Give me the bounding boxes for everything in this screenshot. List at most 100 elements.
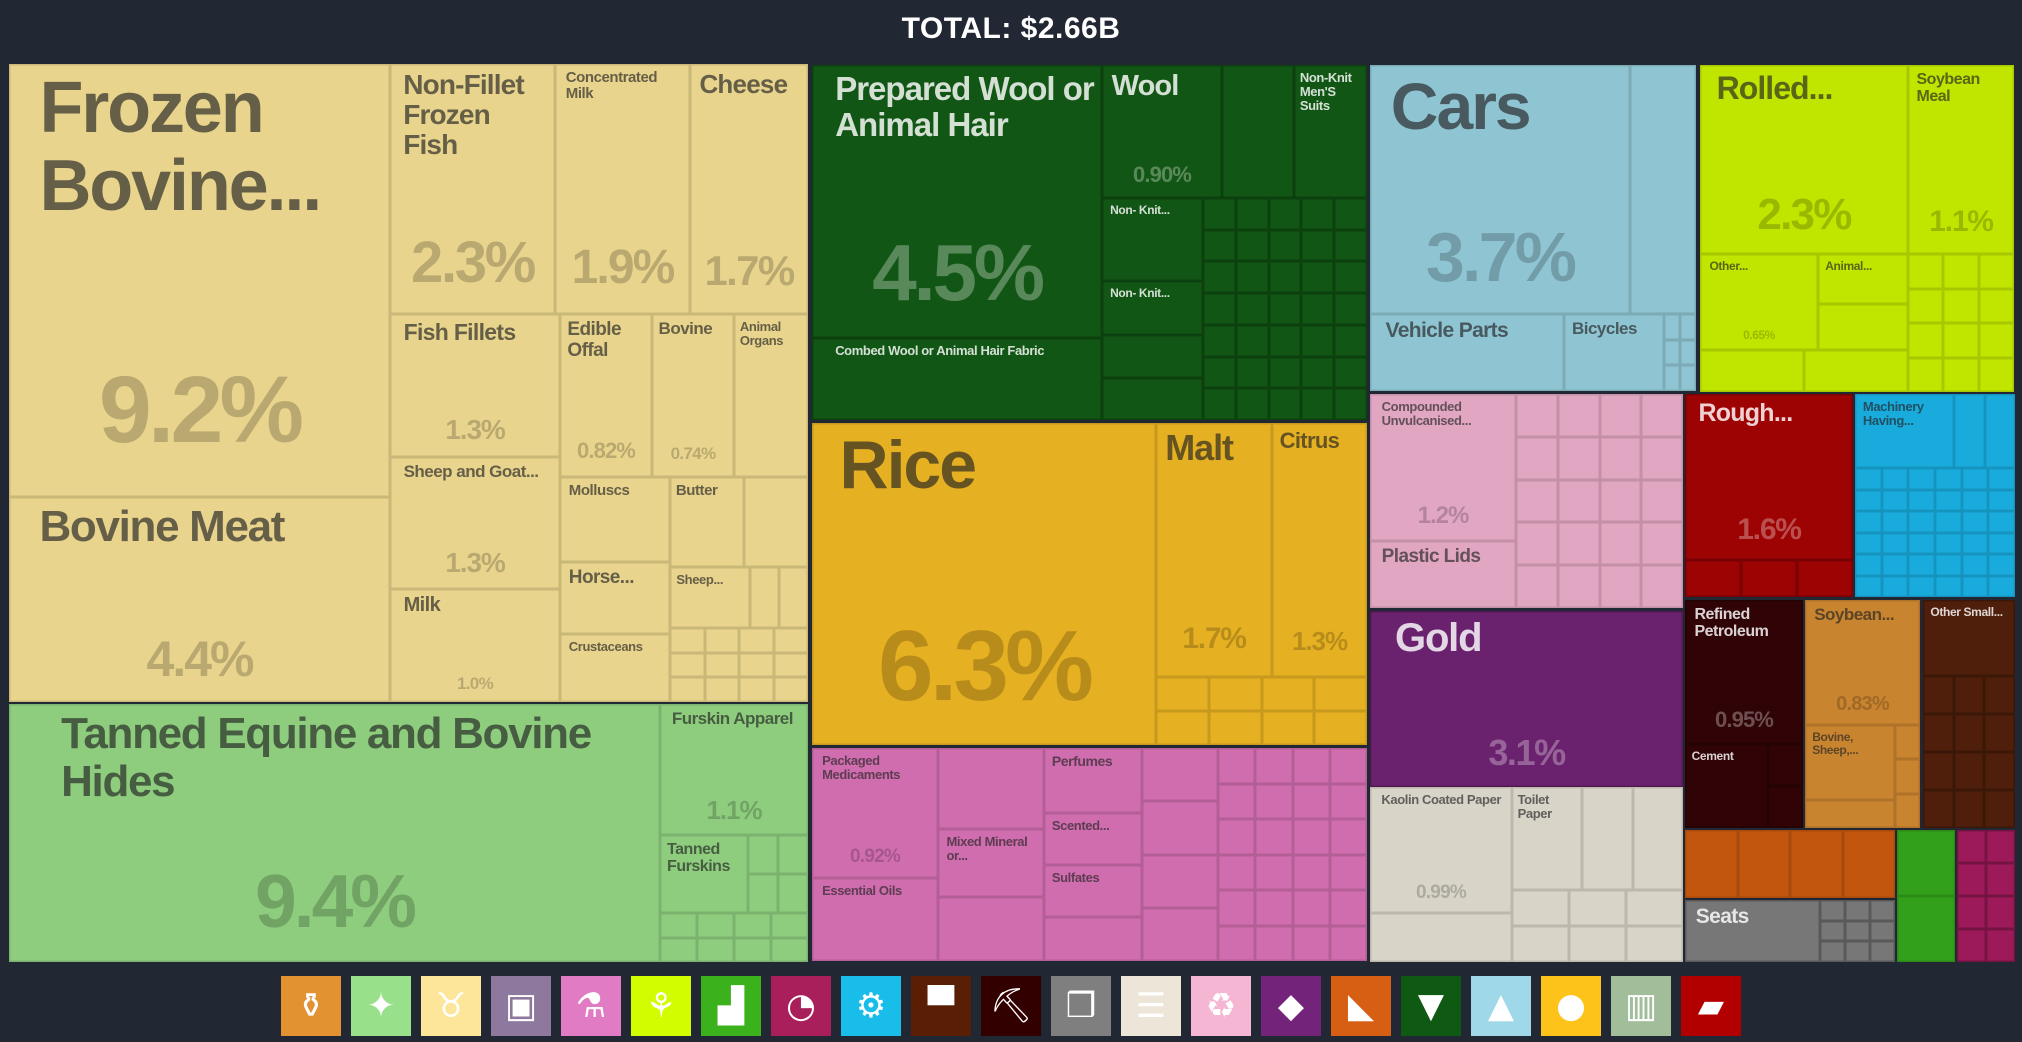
treemap-cell-unlabeled[interactable] <box>1818 304 1908 350</box>
flask-icon[interactable]: ⚗ <box>561 976 621 1036</box>
treemap-cell-unlabeled[interactable] <box>778 835 808 874</box>
treemap-cell[interactable]: Furskin Apparel 1.1% <box>660 704 808 835</box>
treemap-cell[interactable]: Horse... <box>560 562 670 634</box>
treemap-cell-unlabeled[interactable] <box>1957 896 1986 929</box>
diamond-icon[interactable]: ◆ <box>1261 976 1321 1036</box>
treemap-cell-unlabeled[interactable] <box>1988 532 2015 554</box>
treemap-cell-unlabeled[interactable] <box>1935 489 1962 511</box>
treemap-cell-unlabeled[interactable] <box>1329 854 1367 890</box>
treemap-cell-unlabeled[interactable] <box>739 628 774 653</box>
treemap-cell[interactable]: Prepared Wool or Animal Hair 4.5% <box>812 65 1102 338</box>
treemap-cell-unlabeled[interactable] <box>1329 819 1367 855</box>
treemap-cell-unlabeled[interactable] <box>750 567 779 628</box>
treemap-cell-unlabeled[interactable] <box>1334 261 1367 294</box>
tomato-icon[interactable]: ● <box>1541 976 1601 1036</box>
treemap-cell[interactable]: Seats <box>1685 900 1820 962</box>
treemap-cell-unlabeled[interactable] <box>1790 830 1843 898</box>
gauge-icon[interactable]: ◔ <box>771 976 831 1036</box>
treemap-cell-unlabeled[interactable] <box>1988 468 2015 490</box>
treemap-cell-unlabeled[interactable] <box>697 913 734 938</box>
treemap-cell-unlabeled[interactable] <box>1870 941 1895 962</box>
treemap-cell-unlabeled[interactable] <box>1768 786 1803 828</box>
treemap-cell[interactable]: Crustaceans <box>560 634 670 702</box>
treemap-cell-unlabeled[interactable] <box>1292 819 1330 855</box>
treemap-cell-unlabeled[interactable] <box>1235 324 1269 357</box>
treemap-cell-unlabeled[interactable] <box>1953 752 1985 790</box>
treemap-cell-unlabeled[interactable] <box>1820 941 1845 962</box>
treemap-cell-unlabeled[interactable] <box>1908 323 1944 358</box>
treemap-cell-unlabeled[interactable] <box>1044 917 1142 961</box>
treemap-cell[interactable]: Sheep and Goat... 1.3% <box>390 457 560 589</box>
treemap-cell-unlabeled[interactable] <box>1641 394 1683 437</box>
treemap-cell-unlabeled[interactable] <box>1142 801 1218 855</box>
treemap-cell-unlabeled[interactable] <box>1957 863 1986 896</box>
treemap-cell-unlabeled[interactable] <box>1961 532 1989 554</box>
treemap-cell-unlabeled[interactable] <box>1599 479 1642 523</box>
treemap-cell-unlabeled[interactable] <box>704 628 739 653</box>
treemap-cell-unlabeled[interactable] <box>1935 468 1962 490</box>
treemap-cell[interactable]: Non-Knit Men'S Suits <box>1294 65 1367 198</box>
treemap-cell-unlabeled[interactable] <box>1641 436 1683 480</box>
treemap-cell-unlabeled[interactable] <box>1218 748 1256 784</box>
treemap-cell-unlabeled[interactable] <box>1329 925 1367 961</box>
treemap-cell-unlabeled[interactable] <box>1961 489 1989 511</box>
treemap-cell-unlabeled[interactable] <box>1908 489 1935 511</box>
treemap-cell[interactable]: Combed Wool or Animal Hair Fabric <box>812 338 1102 420</box>
treemap-cell[interactable]: Concentrated Milk 1.9% <box>555 64 690 314</box>
treemap-cell-unlabeled[interactable] <box>1957 830 1986 863</box>
treemap-cell[interactable]: Other... 0.65% <box>1700 254 1818 350</box>
treemap-cell-unlabeled[interactable] <box>1897 830 1955 896</box>
treemap-cell-unlabeled[interactable] <box>1954 394 1985 468</box>
treemap-cell-unlabeled[interactable] <box>1961 468 1989 490</box>
treemap-cell-unlabeled[interactable] <box>1142 854 1218 908</box>
treemap-cell-unlabeled[interactable] <box>1292 925 1330 961</box>
treemap-cell-unlabeled[interactable] <box>1208 677 1262 711</box>
treemap-cell[interactable]: Cement <box>1685 744 1768 828</box>
treemap-cell-unlabeled[interactable] <box>1923 714 1954 752</box>
treemap-cell-unlabeled[interactable] <box>1334 293 1367 325</box>
treemap-cell-unlabeled[interactable] <box>773 677 808 702</box>
treemap-cell-unlabeled[interactable] <box>1961 575 1989 597</box>
treemap-cell-unlabeled[interactable] <box>1685 830 1738 898</box>
treemap-cell-unlabeled[interactable] <box>1988 511 2015 533</box>
treemap-cell[interactable]: Tanned Equine and Bovine Hides 9.4% <box>9 704 660 962</box>
treemap-cell-unlabeled[interactable] <box>1855 468 1882 490</box>
treemap-cell-unlabeled[interactable] <box>1292 890 1330 926</box>
treemap-cell-unlabeled[interactable] <box>1845 920 1870 942</box>
treemap-cell-unlabeled[interactable] <box>1908 288 1944 323</box>
treemap-cell-unlabeled[interactable] <box>1329 748 1367 784</box>
treemap-cell-unlabeled[interactable] <box>1203 261 1236 294</box>
treemap-cell-unlabeled[interactable] <box>748 874 778 913</box>
treemap-cell[interactable]: Non- Knit... <box>1102 281 1203 335</box>
treemap-cell-unlabeled[interactable] <box>670 677 705 702</box>
treemap-cell-unlabeled[interactable] <box>1855 575 1882 597</box>
treemap-cell-unlabeled[interactable] <box>1741 560 1797 597</box>
treemap-cell-unlabeled[interactable] <box>1895 793 1920 828</box>
treemap-cell-unlabeled[interactable] <box>1908 254 1944 289</box>
treemap-cell-unlabeled[interactable] <box>1957 929 1986 962</box>
treemap-cell[interactable]: Compounded Unvulcanised... 1.2% <box>1370 394 1516 541</box>
treemap-cell[interactable]: Tanned Furskins <box>660 835 748 913</box>
treemap-cell-unlabeled[interactable] <box>1235 229 1269 262</box>
treemap-cell-unlabeled[interactable] <box>1870 920 1895 942</box>
treemap-cell-unlabeled[interactable] <box>1516 394 1558 437</box>
treemap-cell[interactable]: Toilet Paper <box>1512 787 1582 890</box>
treemap-cell[interactable]: Vehicle Parts <box>1370 314 1564 391</box>
treemap-cell-unlabeled[interactable] <box>1630 65 1696 314</box>
treemap-cell-unlabeled[interactable] <box>1203 356 1236 389</box>
treemap-cell-unlabeled[interactable] <box>1314 677 1367 711</box>
treemap-cell-unlabeled[interactable] <box>1301 388 1335 420</box>
treemap-cell-unlabeled[interactable] <box>1235 261 1269 294</box>
ammunition-icon[interactable]: ▥ <box>1611 976 1671 1036</box>
gears-icon[interactable]: ⚙ <box>841 976 901 1036</box>
treemap-cell-unlabeled[interactable] <box>1855 554 1882 576</box>
treemap-cell-unlabeled[interactable] <box>1685 560 1741 597</box>
scroll-icon[interactable]: ☰ <box>1121 976 1181 1036</box>
treemap-cell-unlabeled[interactable] <box>1235 293 1269 325</box>
treemap-cell-unlabeled[interactable] <box>1334 324 1367 357</box>
treemap-cell-unlabeled[interactable] <box>1988 489 2015 511</box>
treemap-cell-unlabeled[interactable] <box>1881 511 1909 533</box>
treemap-cell-unlabeled[interactable] <box>1943 288 1979 323</box>
treemap-cell-unlabeled[interactable] <box>1255 854 1293 890</box>
treemap-cell-unlabeled[interactable] <box>1599 394 1642 437</box>
